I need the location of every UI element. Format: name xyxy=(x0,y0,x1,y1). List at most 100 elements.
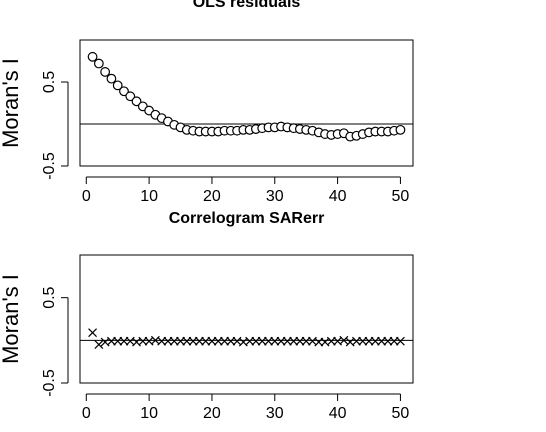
data-point xyxy=(282,336,292,346)
data-point-stroke xyxy=(169,336,179,346)
data-point-stroke xyxy=(276,336,286,346)
x-tick-label: 40 xyxy=(329,188,347,205)
data-point-stroke xyxy=(301,336,311,346)
data-point xyxy=(188,336,198,346)
y-tick-label: 0.5 xyxy=(41,286,58,308)
data-point-stroke xyxy=(100,337,110,347)
data-point xyxy=(194,336,204,346)
data-point xyxy=(169,336,179,346)
data-point-stroke xyxy=(194,336,204,346)
data-point xyxy=(100,67,111,77)
plot-frame xyxy=(79,39,414,167)
data-point-stroke xyxy=(289,336,299,346)
data-point-stroke xyxy=(257,336,267,346)
y-axis-label: Moran's I xyxy=(0,58,23,148)
data-point xyxy=(119,336,129,346)
data-point-stroke xyxy=(383,336,393,346)
y-tick-label: -0.5 xyxy=(41,369,58,397)
y-axis-label: Moran's I xyxy=(0,274,23,364)
data-point xyxy=(131,96,142,107)
data-point-stroke xyxy=(176,336,185,346)
data-point xyxy=(370,336,380,346)
data-point-stroke xyxy=(320,337,330,347)
x-tick-label: 20 xyxy=(203,405,221,422)
data-point-stroke xyxy=(314,337,324,347)
data-point-stroke xyxy=(226,336,236,346)
data-point-stroke xyxy=(238,337,248,347)
x-tick-label: 10 xyxy=(140,188,158,205)
data-point-stroke xyxy=(326,336,336,346)
data-point-stroke xyxy=(113,336,123,346)
data-point xyxy=(88,328,97,338)
x-tick-label: 0 xyxy=(82,405,91,422)
data-point-stroke xyxy=(370,336,380,346)
data-point-stroke xyxy=(364,336,374,346)
data-point-stroke xyxy=(245,336,255,346)
plot-frame xyxy=(79,254,414,384)
data-point-stroke xyxy=(389,336,399,346)
data-point xyxy=(106,336,116,346)
data-point xyxy=(163,336,173,346)
y-tick-label: -0.5 xyxy=(41,152,58,180)
data-point-stroke xyxy=(144,336,154,346)
data-point-stroke xyxy=(282,336,292,346)
data-point-stroke xyxy=(188,336,198,346)
data-point-stroke xyxy=(213,336,223,346)
chart-title: Correlogram SARerr xyxy=(169,210,325,227)
data-point xyxy=(207,336,217,346)
y-tick-label: 0.5 xyxy=(41,71,58,93)
data-point-stroke xyxy=(333,336,343,346)
data-point xyxy=(125,91,136,102)
data-point xyxy=(245,336,255,346)
data-point-stroke xyxy=(396,336,405,346)
data-point xyxy=(326,336,336,346)
data-point-stroke xyxy=(163,336,173,346)
data-point xyxy=(264,336,273,346)
data-point xyxy=(358,336,368,346)
data-point xyxy=(213,336,223,346)
data-point xyxy=(182,336,192,346)
x-tick-label: 50 xyxy=(392,188,410,205)
data-point xyxy=(377,336,387,346)
data-point xyxy=(383,336,393,346)
x-tick-label: 50 xyxy=(392,405,410,422)
data-point xyxy=(395,124,406,135)
data-point xyxy=(276,336,286,346)
data-point-stroke xyxy=(88,328,97,338)
x-tick-label: 20 xyxy=(203,188,221,205)
data-point-stroke xyxy=(201,336,211,346)
data-point xyxy=(220,336,229,346)
chart-panel-2: Correlogram SARerr 0 10 20 30 40 50 -0.5 0.5 Mora… xyxy=(0,210,414,422)
data-point-stroke xyxy=(358,336,368,346)
data-point-stroke xyxy=(119,336,129,346)
data-point xyxy=(389,336,399,346)
data-point-stroke xyxy=(295,336,305,346)
data-point-stroke xyxy=(94,340,104,350)
data-point-stroke xyxy=(220,336,229,346)
data-point-stroke xyxy=(182,336,192,346)
data-point xyxy=(301,336,311,346)
data-point xyxy=(94,340,104,350)
data-point-stroke xyxy=(264,336,273,346)
data-point xyxy=(314,337,324,347)
x-tick-label: 30 xyxy=(266,405,284,422)
data-point xyxy=(251,336,261,346)
data-point-stroke xyxy=(157,336,167,346)
data-point xyxy=(113,336,123,346)
data-point xyxy=(257,336,267,346)
data-point xyxy=(119,86,129,97)
data-point xyxy=(87,51,98,62)
data-point xyxy=(226,336,236,346)
data-point xyxy=(270,336,280,346)
data-point-stroke xyxy=(270,336,280,346)
data-point xyxy=(295,336,305,346)
x-tick-label: 0 xyxy=(82,188,91,205)
data-point xyxy=(396,336,405,346)
data-point xyxy=(201,336,211,346)
x-tick-label: 10 xyxy=(140,405,158,422)
chart-title: OLS residuals xyxy=(193,0,301,11)
data-point-stroke xyxy=(345,337,355,347)
data-point xyxy=(364,336,374,346)
data-point-stroke xyxy=(377,336,387,346)
